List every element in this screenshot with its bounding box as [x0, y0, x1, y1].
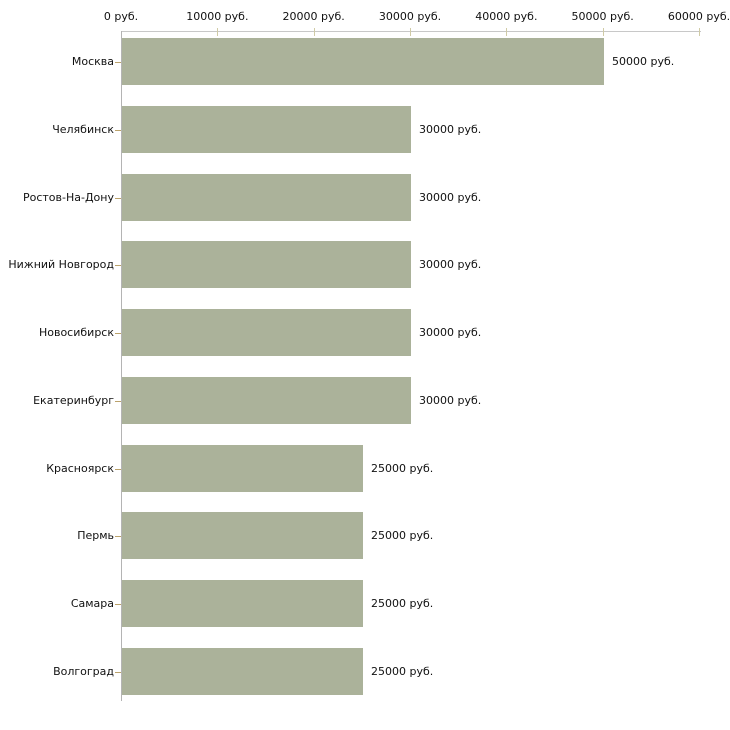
bar	[122, 241, 411, 288]
category-tick-mark	[115, 265, 121, 266]
value-label: 25000 руб.	[371, 596, 434, 610]
category-tick-mark	[115, 604, 121, 605]
x-axis-tick-mark	[410, 28, 411, 36]
bar	[122, 106, 411, 153]
x-axis-tick-label: 30000 руб.	[378, 10, 442, 23]
bar	[122, 580, 363, 627]
x-axis-tick-mark	[699, 28, 700, 36]
y-axis-line	[121, 31, 122, 701]
category-label: Ростов-На-Дону	[22, 190, 114, 204]
x-axis-tick-label: 50000 руб.	[571, 10, 634, 23]
value-label: 30000 руб.	[419, 122, 482, 136]
bar	[122, 309, 411, 356]
x-axis-line	[121, 31, 701, 32]
value-label: 25000 руб.	[371, 664, 434, 678]
value-label: 25000 руб.	[371, 528, 434, 542]
bar	[122, 38, 604, 85]
x-axis-tick-label: 60000 руб.	[667, 10, 730, 23]
category-label: Волгоград	[53, 664, 114, 678]
value-label: 30000 руб.	[419, 325, 482, 339]
x-axis-tick-mark	[314, 28, 315, 36]
value-label: 25000 руб.	[371, 461, 434, 475]
category-tick-mark	[115, 62, 121, 63]
category-tick-mark	[115, 469, 121, 470]
category-tick-mark	[115, 401, 121, 402]
x-axis-tick-label: 40000 руб.	[475, 10, 538, 23]
bar	[122, 174, 411, 221]
x-axis-tick-label: 20000 руб.	[282, 10, 345, 23]
category-label: Красноярск	[46, 461, 114, 475]
bar	[122, 377, 411, 424]
bar	[122, 512, 363, 559]
value-label: 50000 руб.	[612, 54, 675, 68]
category-label: Москва	[71, 54, 114, 68]
value-label: 30000 руб.	[419, 393, 482, 407]
category-tick-mark	[115, 198, 121, 199]
category-tick-mark	[115, 130, 121, 131]
category-label: Пермь	[77, 528, 114, 542]
category-label: Челябинск	[52, 122, 114, 136]
x-axis-tick-label: 10000 руб.	[186, 10, 249, 23]
category-label: Нижний Новгород	[8, 257, 114, 271]
bar	[122, 648, 363, 695]
category-tick-mark	[115, 672, 121, 673]
x-axis-tick-mark	[506, 28, 507, 36]
category-label: Новосибирск	[38, 325, 114, 339]
category-label: Екатеринбург	[33, 393, 114, 407]
value-label: 30000 руб.	[419, 257, 482, 271]
bar	[122, 445, 363, 492]
x-axis-tick-mark	[603, 28, 604, 36]
value-label: 30000 руб.	[419, 190, 482, 204]
x-axis-tick-label: 0 руб.	[103, 10, 139, 23]
category-tick-mark	[115, 333, 121, 334]
category-tick-mark	[115, 536, 121, 537]
x-axis-tick-mark	[217, 28, 218, 36]
category-label: Самара	[70, 596, 114, 610]
